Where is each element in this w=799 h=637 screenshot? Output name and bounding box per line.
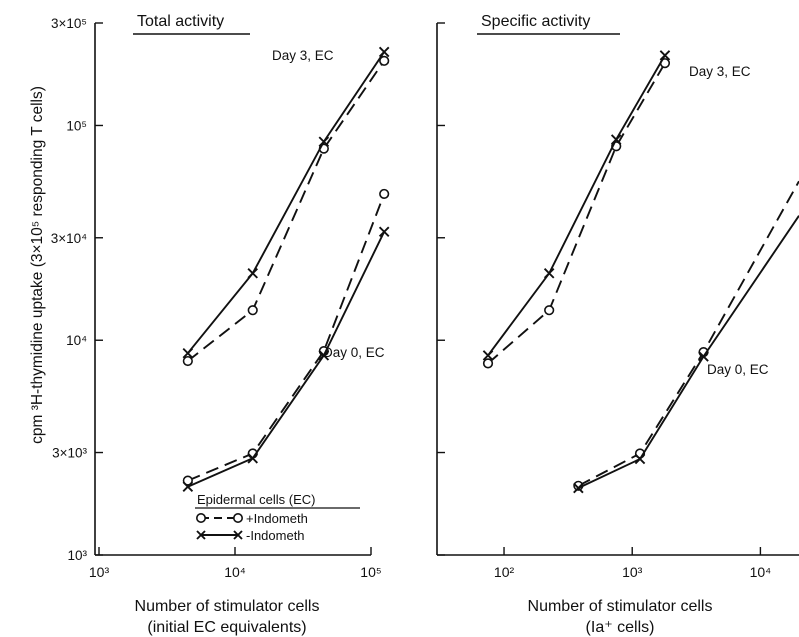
series-label-day0-specific: Day 0, EC (707, 362, 769, 377)
data-point-circle (482, 358, 494, 369)
x-axis-label-total-line1: Number of stimulator cells (135, 598, 320, 615)
data-point-circle (379, 55, 390, 66)
data-point-circle (182, 475, 193, 486)
panel-specific-activity: Specific activity Number of stimulator c… (477, 13, 769, 636)
series-label-day3-specific: Day 3, EC (689, 64, 751, 79)
legend-label-minus: -Indometh (246, 528, 305, 543)
series-line-minus-indometh (487, 54, 666, 356)
x-tick-label: 10⁴ (750, 564, 772, 580)
data-point-circle (379, 188, 390, 200)
panel-title-specific: Specific activity (481, 13, 590, 30)
y-tick-label: 3×10³ (52, 446, 87, 461)
legend-title: Epidermal cells (EC) (197, 492, 315, 507)
data-point-circle (182, 355, 193, 367)
x-tick-label: 10⁴ (224, 564, 246, 580)
series-line-minus-indometh (187, 51, 385, 354)
x-axis-label-specific-line1: Number of stimulator cells (528, 598, 713, 615)
data-point-cross (634, 453, 646, 465)
data-point-cross (182, 481, 194, 492)
x-tick-label: 10⁵ (360, 564, 381, 580)
series-label-day0-total: Day 0, EC (323, 345, 385, 360)
series-line-plus-indometh (187, 60, 385, 362)
series-line-minus-indometh (577, 215, 799, 489)
panel-plot-1: 10² 10³ 10⁴ (436, 22, 799, 580)
y-tick-label: 10³ (67, 548, 87, 563)
legend-circle-marker (233, 512, 244, 523)
data-point-cross (247, 453, 258, 464)
panel-title-total: Total activity (137, 13, 224, 30)
data-point-cross (543, 268, 555, 279)
data-point-cross (378, 226, 390, 238)
legend-item-minus-indometh: -Indometh (196, 528, 305, 543)
series-label-day3-total: Day 3, EC (272, 48, 334, 63)
data-point-cross (378, 46, 390, 58)
series-line-minus-indometh (187, 231, 386, 488)
y-axis-label: cpm ³H-thymidine uptake (3×10⁵ respondin… (29, 86, 46, 444)
series-line-plus-indometh (187, 193, 386, 482)
legend-circle-marker (196, 512, 207, 523)
legend-item-plus-indometh: +Indometh (196, 511, 308, 526)
data-point-cross (318, 136, 330, 148)
x-tick-label: 10³ (89, 564, 110, 580)
data-point-circle (544, 305, 555, 316)
series-line-plus-indometh (577, 180, 799, 487)
y-tick-label: 10⁵ (66, 118, 87, 133)
data-point-cross (698, 351, 709, 362)
panel-total-activity: Total activity Number of stimulator cell… (133, 13, 385, 636)
y-tick-label: 3×10⁴ (51, 231, 87, 246)
data-point-cross (182, 347, 194, 359)
legend-cross-marker (196, 530, 206, 540)
data-point-cross (573, 482, 584, 494)
series-line-plus-indometh (487, 62, 666, 365)
y-tick-label: 10⁴ (66, 333, 87, 348)
data-point-cross (318, 350, 330, 361)
x-axis-label-specific-line2: (Ia⁺ cells) (586, 619, 655, 636)
x-tick-label: 10³ (622, 564, 643, 580)
data-point-circle (247, 305, 258, 316)
panel-plot-0: 10³ 3×10³ 10⁴ 3×10⁴ 10⁵ 3×10⁵ 10³ 10⁴ 10⁵ (51, 16, 390, 580)
data-point-cross (482, 350, 494, 361)
y-tick-label: 3×10⁵ (51, 16, 87, 31)
data-point-cross (247, 268, 258, 279)
x-tick-label: 10² (494, 564, 515, 580)
data-point-cross (610, 134, 622, 145)
data-point-cross (659, 50, 671, 61)
x-axis-label-total-line2: (initial EC equivalents) (147, 619, 306, 636)
legend: Epidermal cells (EC) +Indometh -Indometh (195, 492, 360, 543)
legend-label-plus: +Indometh (246, 511, 308, 526)
legend-cross-marker (233, 530, 243, 540)
